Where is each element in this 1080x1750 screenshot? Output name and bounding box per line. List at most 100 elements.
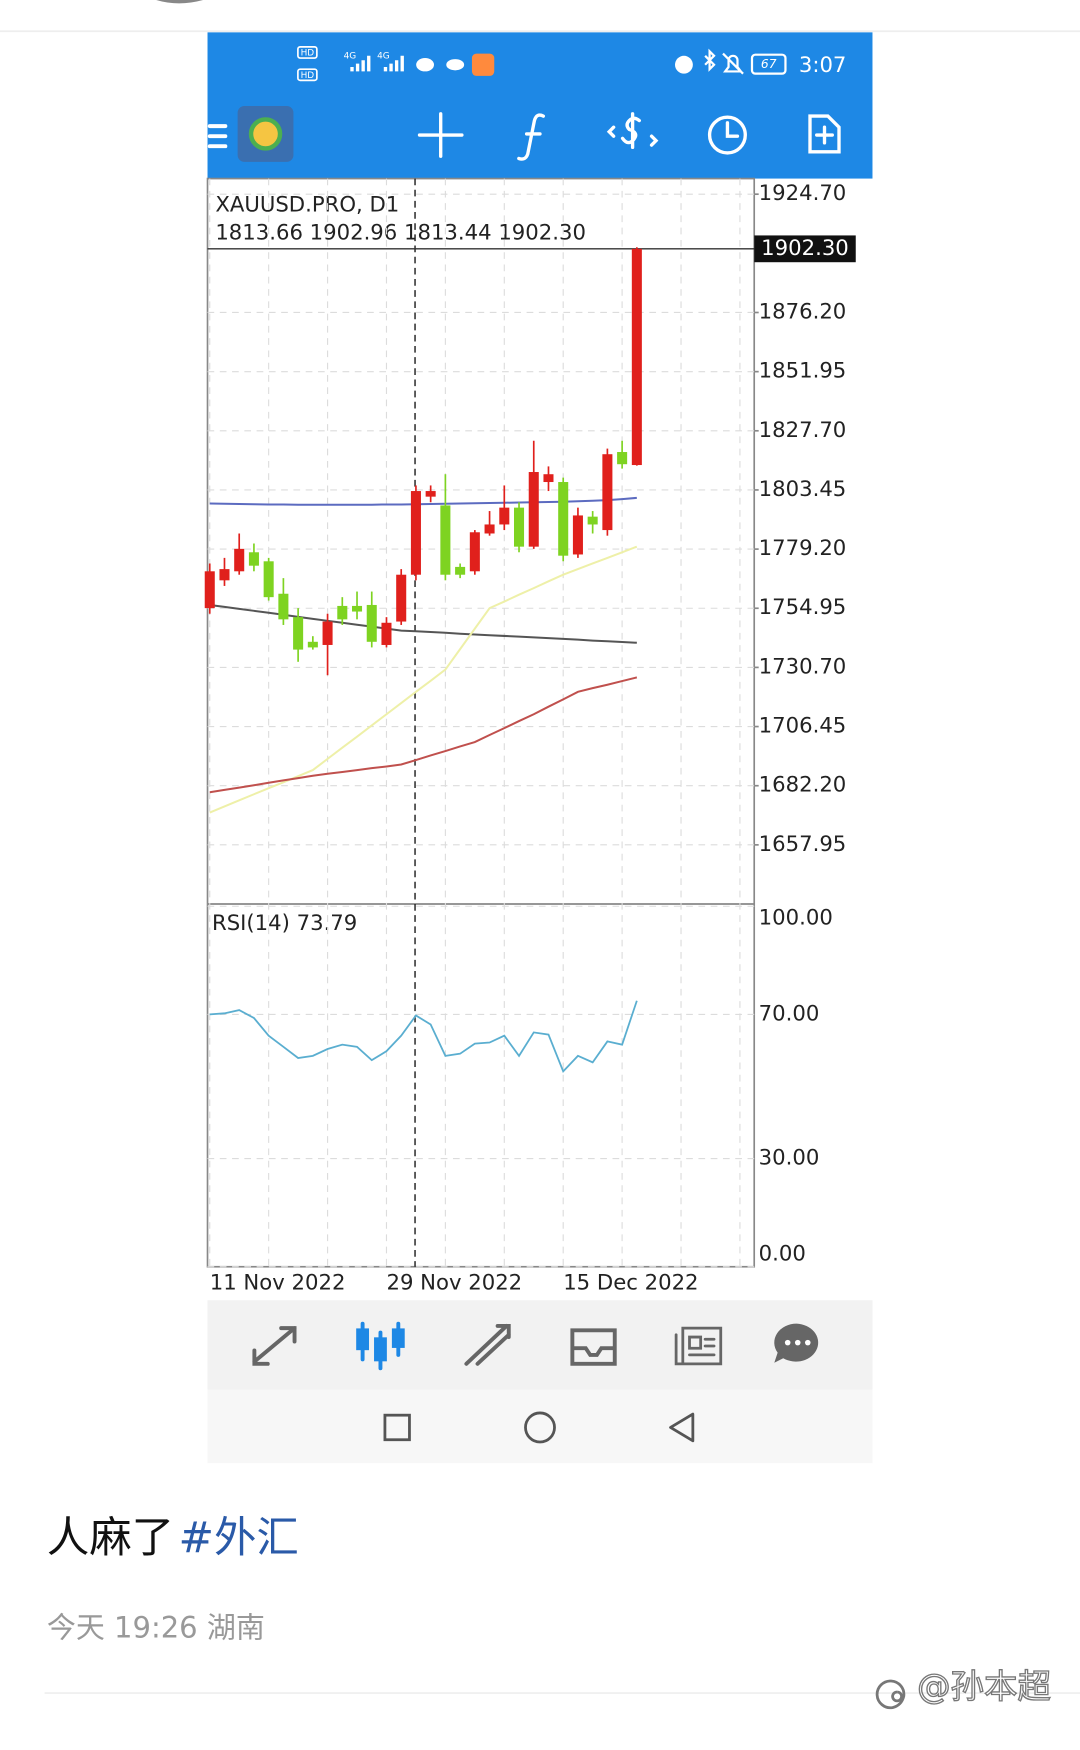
candle-body [543, 474, 554, 483]
alarm-icon [675, 55, 693, 74]
candle-body [234, 548, 245, 572]
candle-body [499, 507, 510, 525]
recent-button[interactable] [383, 1413, 411, 1442]
bottom-toolbar [207, 1300, 873, 1390]
hashtag[interactable]: #外汇 [178, 1513, 298, 1562]
chart-frame [206, 177, 756, 1268]
trade-icon[interactable] [606, 112, 659, 149]
menu-icon[interactable] [207, 124, 228, 149]
x-tick-label: 29 Nov 2022 [386, 1269, 522, 1294]
y-tick-label: 1657.95 [759, 831, 847, 856]
app-notify-icon [471, 53, 495, 76]
trade-tab-icon[interactable] [464, 1323, 511, 1366]
sim-label: HD [301, 49, 315, 59]
network-label: 4G [344, 51, 357, 61]
post-meta: 今天 19:26 湖南 [47, 1610, 265, 1644]
clock: 3:07 [799, 52, 847, 77]
template-icon[interactable] [808, 114, 841, 154]
candle-body [396, 574, 407, 622]
rsi-line [209, 1000, 638, 1073]
candle-body [602, 454, 613, 531]
y-tick-label: 30.00 [759, 1145, 820, 1170]
candle-body [352, 605, 363, 612]
sim-badge [297, 68, 318, 82]
candle-body [263, 561, 274, 598]
toolbar [207, 106, 841, 162]
nav-buttons [383, 1411, 695, 1444]
indicator-icon[interactable] [517, 113, 546, 161]
candle-body [455, 566, 466, 575]
y-tick-label: 1827.70 [759, 417, 847, 442]
y-tick-label: 1754.95 [759, 594, 847, 619]
watermark: @孙本超 [917, 1667, 1051, 1706]
news-icon[interactable] [674, 1326, 723, 1366]
candle-body [631, 248, 642, 466]
price-tag [754, 235, 856, 263]
bottom-icons [252, 1321, 819, 1371]
candle-body [587, 516, 598, 525]
y-tick-label: 1730.70 [759, 653, 847, 678]
y-tick-label: 70.00 [759, 1000, 820, 1025]
app-header [207, 32, 873, 179]
y-tick-label: 1779.20 [759, 535, 847, 560]
candle-body [381, 622, 392, 645]
candle-body [278, 593, 289, 620]
chart-tab-icon[interactable] [356, 1321, 405, 1371]
y-tick-label: 1803.45 [759, 476, 847, 501]
candle-body [484, 524, 495, 534]
y-tick-label: 1876.20 [759, 298, 847, 323]
plot: 1924.70 1876.20 1851.95 1827.70 1803.45 1779.… [204, 178, 856, 1294]
y-tick-label: 1851.95 [759, 358, 847, 383]
candle-body [514, 507, 525, 547]
candle-body [410, 491, 421, 575]
y-tick-label: 0.00 [759, 1240, 806, 1265]
post-text: 人麻了 #外汇 [47, 1513, 299, 1562]
candle-body [440, 505, 451, 575]
watermark-logo [875, 1679, 906, 1710]
candle-body [219, 569, 230, 581]
signal-icon [350, 55, 404, 72]
y-tick-label: 100.00 [759, 905, 833, 930]
battery-icon [750, 53, 787, 75]
home-button[interactable] [524, 1411, 556, 1444]
x-tick-label: 15 Dec 2022 [563, 1269, 698, 1294]
crosshair-icon[interactable] [417, 112, 464, 158]
chart-title: XAUUSD.PRO, D1 [215, 191, 399, 216]
candle-body [469, 532, 480, 572]
x-tick-label: 11 Nov 2022 [210, 1269, 346, 1294]
moving-average [209, 676, 638, 794]
candle-body [293, 617, 304, 650]
quotes-icon[interactable] [252, 1326, 297, 1366]
candle-body [617, 452, 628, 465]
network-label: 4G [377, 51, 390, 61]
cloud-icon [446, 59, 465, 71]
history-icon[interactable] [570, 1328, 617, 1366]
rsi-title: RSI(14) 73.79 [212, 910, 357, 935]
mute-icon [722, 52, 744, 75]
candle-body [248, 552, 259, 566]
candle-body [204, 571, 215, 609]
sim-badge [297, 46, 318, 59]
y-tick-label: 1924.70 [759, 180, 847, 205]
y-tick-label: 1706.45 [759, 713, 847, 738]
nav-bar [207, 1389, 873, 1464]
app-logo [248, 117, 283, 151]
y-tick-label: 1682.20 [759, 772, 847, 797]
bluetooth-icon [704, 48, 716, 72]
candle-body [307, 641, 318, 648]
avatar-edge [156, 0, 204, 4]
candle-body [425, 491, 436, 497]
post-body: 人麻了 [47, 1513, 174, 1562]
candle-body [572, 515, 583, 555]
wechat-icon [416, 58, 435, 72]
candle-body [558, 482, 569, 556]
back-button[interactable] [669, 1412, 695, 1443]
candle-body [337, 605, 348, 620]
candle-body [322, 621, 333, 645]
period-icon[interactable] [707, 115, 747, 155]
battery-level: 67 [761, 57, 777, 71]
period-hand [725, 121, 740, 138]
ohlc-text: 1813.66 1902.96 1813.44 1902.30 [215, 219, 586, 244]
